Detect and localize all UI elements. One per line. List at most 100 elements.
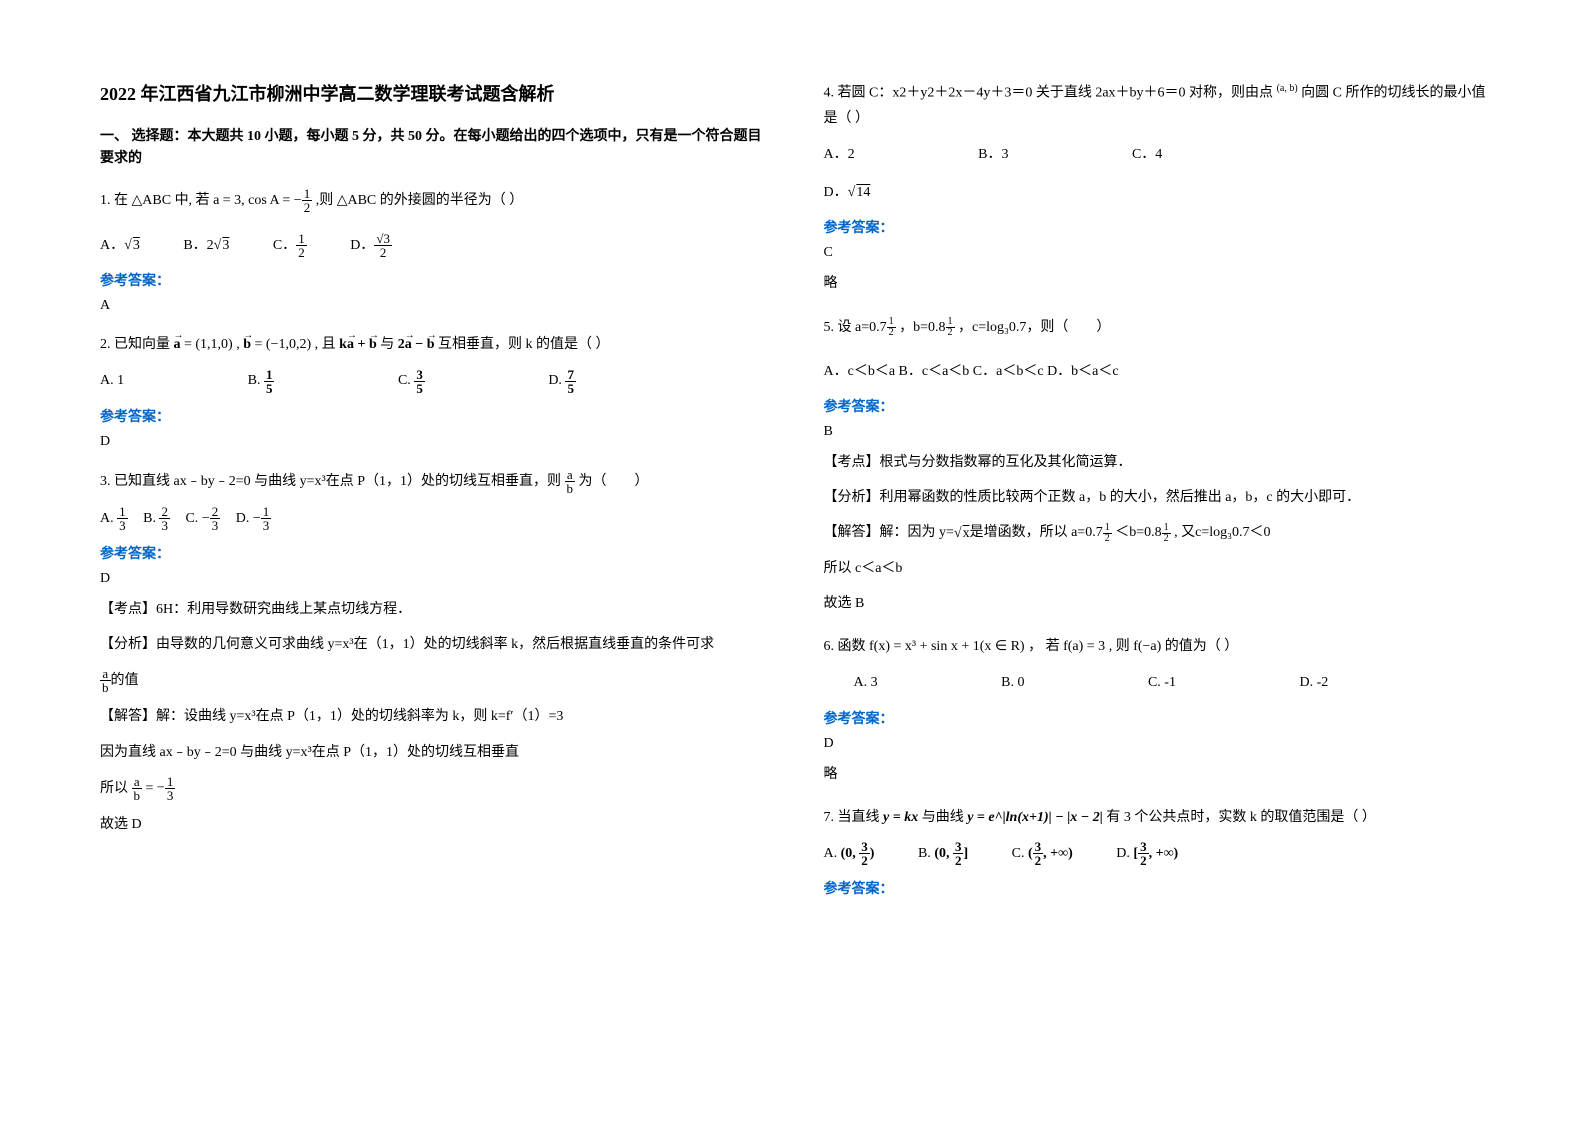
q4-opt-d-label: D． (824, 185, 848, 200)
q7-curve: y = e^|ln(x+1)| − |x − 2| (967, 810, 1103, 825)
q3-opt-d-label: D. (236, 511, 253, 526)
q5-gx: 故选 B (824, 591, 1488, 616)
q5-kaodian: 【考点】根式与分数指数幂的互化及其化简运算． (824, 450, 1488, 475)
q3-fx-tail-text: 的值 (111, 673, 139, 688)
q5-answer: B (824, 424, 1488, 440)
q4-sqrt14: 14 (855, 185, 870, 200)
q4-body: 4. 若圆 C：x2＋y2＋2x－4y＋3＝0 关于直线 2ax＋by＋6＝0 … (824, 80, 1488, 131)
q2-aeq: = (1,1,0) (181, 337, 233, 352)
q1-cond-a: a = 3, cos A = − (213, 193, 302, 208)
q5-body: 5. 设 a=0.712 ，b=0.812 ，c=log₃0.7，则（ ） (824, 315, 1488, 340)
answer-label: 参考答案： (100, 270, 764, 290)
answer-label: 参考答案： (100, 543, 764, 563)
left-column: 2022 年江西省九江市柳洲中学高二数学理联考试题含解析 一、 选择题：本大题共… (100, 80, 764, 1082)
q3-jd1: 解：设曲线 y=x³在点 P（1，1）处的切线斜率为 k，则 k=f′（1）=3 (156, 709, 563, 724)
q6-fna: f(−a) (1133, 639, 1161, 654)
q3-so-label: 所以 (100, 781, 128, 796)
q7-opt-d-label: D. (1116, 846, 1133, 861)
q5-kd: 根式与分数指数幂的互化及其化简运算． (880, 455, 1132, 470)
sqrt-icon (124, 238, 132, 253)
q1-opt-d: D．√32 (350, 232, 392, 260)
q5-jd-pre: 解：因为 y= (880, 526, 954, 541)
q4-options-row1: A．2 B．3 C．4 (824, 141, 1488, 169)
q2-perp: 互相垂直，则 k 的值是（ ） (438, 337, 610, 352)
q2-body: 2. 已知向量 a = (1,1,0) , b = (−1,0,2) , 且 k… (100, 332, 764, 357)
q1-sqrt3: 3 (132, 238, 140, 253)
q1-answer: A (100, 298, 764, 314)
q3-body: 3. 已知直线 ax﹣by﹣2=0 与曲线 y=x³在点 P（1，1）处的切线互… (100, 468, 764, 495)
q3-options: A. 13 B. 23 C. −23 D. −13 (100, 505, 764, 533)
q3-opt-c: C. −23 (185, 505, 220, 533)
q2-pre: 2. 已知向量 (100, 337, 170, 352)
right-column: 4. 若圆 C：x2＋y2＋2x－4y＋3＝0 关于直线 2ax＋by＋6＝0 … (824, 80, 1488, 1082)
answer-label: 参考答案： (100, 406, 764, 426)
q4-lue: 略 (824, 271, 1488, 296)
q1-triangle2: △ABC (337, 193, 377, 208)
sqrt-icon (954, 526, 962, 541)
q7-ykx: y = kx (883, 810, 918, 825)
q2-options: A. 1 B. 15 C. 35 D. 75 (100, 367, 764, 395)
q3-opt-a-label: A. (100, 511, 117, 526)
q1-post: ,则 (316, 193, 334, 208)
q5-sqrt-x: x (962, 526, 970, 541)
q3-text: 3. 已知直线 ax﹣by﹣2=0 与曲线 y=x³在点 P（1，1）处的切线互… (100, 474, 561, 489)
q3-fx: 由导数的几何意义可求曲线 y=x³在（1，1）处的切线斜率 k，然后根据直线垂直… (156, 637, 714, 652)
q3-jiedai-1: 【解答】解：设曲线 y=x³在点 P（1，1）处的切线斜率为 k，则 k=f′（… (100, 704, 764, 729)
q4-opt-d: D． 14 (824, 179, 871, 207)
q5-jd-c: , 又c=log₃0.7＜0 (1174, 526, 1270, 541)
q2-frac-7-5: 75 (565, 368, 576, 395)
q2-frac-3-5: 35 (414, 368, 425, 395)
q1-cond: a = 3, cos A = −12 (213, 193, 312, 208)
q6-fx: f(x) = x³ + sin x + 1(x ∈ R) (869, 639, 1025, 654)
q5-jiedai: 【解答】解：因为 y=x是增函数，所以 a=0.712 ＜b=0.812 , 又… (824, 520, 1488, 545)
q2-opt-b-label: B. (248, 373, 264, 388)
q4-answer: C (824, 245, 1488, 261)
q6-opt-c: C. -1 (1148, 669, 1176, 697)
q6-pre: 6. 函数 (824, 639, 866, 654)
q2-answer: D (100, 434, 764, 450)
q5-mid1: ，b=0.8 (899, 320, 945, 335)
question-5: 5. 设 a=0.712 ，b=0.812 ，c=log₃0.7，则（ ） A．… (824, 315, 1488, 617)
q1-opt-a-label: A． (100, 238, 124, 253)
q1-opt-c-label: C． (273, 238, 296, 253)
q3-fx-tail: ab的值 (100, 667, 764, 694)
fx-label: 【分析】 (824, 490, 880, 505)
q4-point: (a, b) (1277, 83, 1298, 94)
q3-fenxi: 【分析】由导数的几何意义可求曲线 y=x³在（1，1）处的切线斜率 k，然后根据… (100, 632, 764, 657)
q1-opt-b: B．23 (183, 232, 229, 260)
frac-ab-icon: ab (132, 775, 143, 802)
q2-mid: , 且 (315, 337, 340, 352)
q5-fx: 利用幂函数的性质比较两个正数 a，b 的大小，然后推出 a，b，c 的大小即可． (880, 490, 1361, 505)
q1-opt-b-label: B． (183, 238, 206, 253)
exp-half-icon: 12 (1162, 523, 1171, 544)
q7-mid2: 有 3 个公共点时，实数 k 的取值范围是（ ） (1106, 810, 1376, 825)
q4-options-row2: D． 14 (824, 179, 1488, 207)
q1-opt-c: C．12 (273, 232, 307, 260)
q2-opt-b: B. 15 (248, 367, 275, 395)
frac-1-3-icon: 13 (165, 775, 176, 802)
q3-opt-b-label: B. (143, 511, 159, 526)
q7-options: A. (0, 32) B. (0, 32] C. (32, +∞) D. [32… (824, 840, 1488, 868)
q6-then: , 则 (1109, 639, 1130, 654)
q6-body: 6. 函数 f(x) = x³ + sin x + 1(x ∈ R) ， 若 f… (824, 634, 1488, 659)
q6-fa: f(a) = 3 (1063, 639, 1105, 654)
q2-vec-a: a = (1,1,0) (174, 337, 233, 352)
q5-jd-lt: ＜b=0. (1115, 526, 1154, 541)
q2-opt-c-label: C. (398, 373, 414, 388)
q5-jd-a: a=0. (1071, 526, 1096, 541)
kd-label: 【考点】 (100, 602, 156, 617)
q1-pre: 1. 在 (100, 193, 128, 208)
q5-jd-mid: 是增函数，所以 (970, 526, 1068, 541)
q2-vec-b: b = (−1,0,2) (243, 337, 311, 352)
q4-opt-c: C．4 (1132, 141, 1162, 169)
q6-opt-d: D. -2 (1299, 669, 1328, 697)
q7-pre: 7. 当直线 (824, 810, 880, 825)
q3-opt-a: A. 13 (100, 505, 128, 533)
q3-guxuan: 故选 D (100, 812, 764, 837)
q2-opt-d: D. 75 (548, 367, 576, 395)
answer-label: 参考答案： (824, 396, 1488, 416)
q1-frac-1-2: 12 (296, 232, 307, 259)
question-1: 1. 在 △ABC 中, 若 a = 3, cos A = −12 ,则 △AB… (100, 187, 764, 314)
q1-2sqrt3: 3 (221, 238, 229, 253)
question-7: 7. 当直线 y = kx 与曲线 y = e^|ln(x+1)| − |x −… (824, 805, 1488, 898)
